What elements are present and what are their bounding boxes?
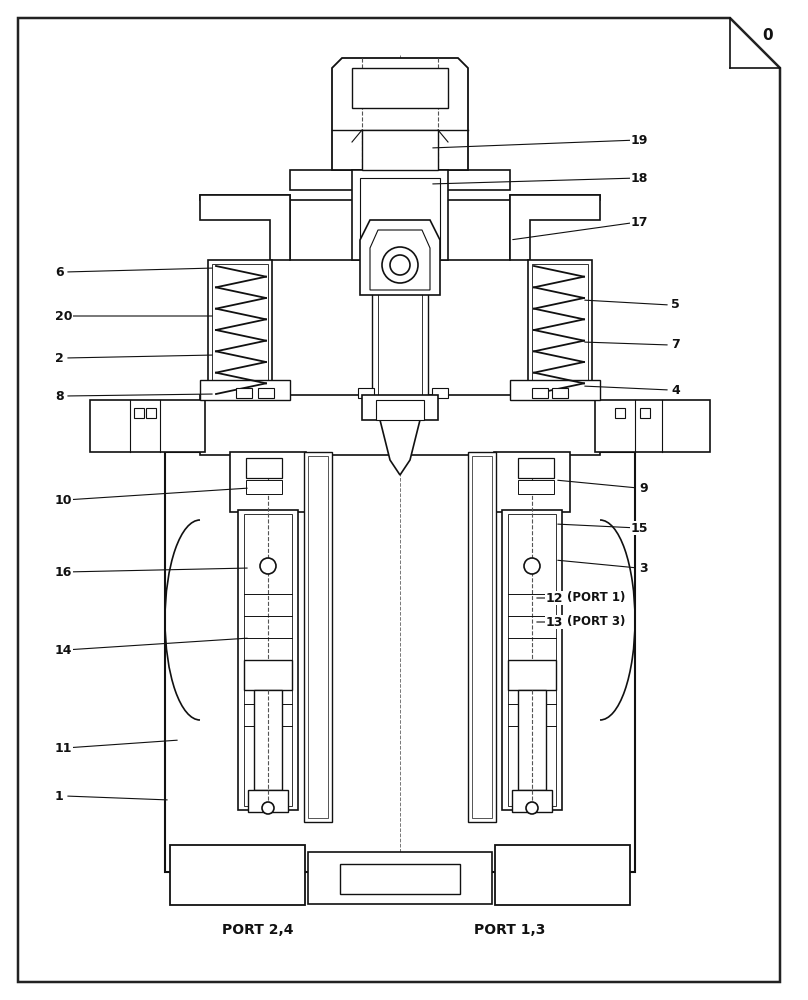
Bar xyxy=(244,514,292,806)
Bar xyxy=(508,514,556,806)
Bar xyxy=(290,170,510,190)
Circle shape xyxy=(262,802,274,814)
Text: 20: 20 xyxy=(55,310,73,322)
Bar xyxy=(230,452,306,512)
Bar xyxy=(238,510,298,810)
Text: 17: 17 xyxy=(630,216,648,229)
Bar xyxy=(378,265,422,395)
Bar xyxy=(510,380,600,400)
Bar xyxy=(528,260,592,400)
Bar xyxy=(532,388,548,398)
Bar xyxy=(362,130,438,170)
Bar xyxy=(254,690,282,790)
Bar xyxy=(508,660,556,690)
Text: 7: 7 xyxy=(671,338,680,352)
Text: 9: 9 xyxy=(639,482,648,494)
Bar xyxy=(518,480,554,494)
Text: PORT 2,4: PORT 2,4 xyxy=(222,923,294,937)
Circle shape xyxy=(526,802,538,814)
Polygon shape xyxy=(360,220,440,295)
Polygon shape xyxy=(370,230,430,290)
Polygon shape xyxy=(362,395,438,475)
Polygon shape xyxy=(510,195,600,260)
Circle shape xyxy=(260,558,276,574)
Bar xyxy=(495,845,630,905)
Text: 8: 8 xyxy=(55,389,64,402)
Bar xyxy=(165,452,635,872)
Bar xyxy=(244,660,292,690)
Bar xyxy=(376,400,424,420)
Bar xyxy=(304,452,332,822)
Bar xyxy=(468,452,496,822)
Text: 15: 15 xyxy=(630,522,648,534)
Bar xyxy=(200,395,600,455)
Text: 10: 10 xyxy=(55,493,73,506)
Polygon shape xyxy=(332,58,468,170)
Text: 13: 13 xyxy=(545,615,563,629)
Bar xyxy=(236,388,252,398)
Bar xyxy=(352,170,448,260)
Bar xyxy=(532,264,588,396)
Bar xyxy=(512,790,552,812)
Bar xyxy=(502,510,562,810)
Bar xyxy=(258,388,274,398)
Bar xyxy=(308,456,328,818)
Bar xyxy=(472,456,492,818)
Bar xyxy=(552,388,568,398)
Bar xyxy=(212,264,268,396)
Text: 2: 2 xyxy=(55,352,64,364)
Text: 19: 19 xyxy=(630,133,648,146)
Bar xyxy=(360,178,440,258)
Text: 16: 16 xyxy=(55,566,73,578)
Polygon shape xyxy=(18,18,780,982)
Circle shape xyxy=(524,558,540,574)
Bar xyxy=(494,452,570,512)
Bar xyxy=(432,388,448,398)
Bar xyxy=(208,260,272,400)
Bar xyxy=(134,408,144,418)
Bar xyxy=(518,458,554,478)
Bar xyxy=(248,790,288,812)
Bar xyxy=(352,68,448,108)
Text: 5: 5 xyxy=(671,298,680,312)
Bar xyxy=(595,400,710,452)
Text: 6: 6 xyxy=(55,265,64,278)
Text: 11: 11 xyxy=(55,742,73,754)
Bar xyxy=(372,260,428,400)
Text: (PORT 1): (PORT 1) xyxy=(567,591,625,604)
Text: 18: 18 xyxy=(630,172,648,184)
Bar xyxy=(518,690,546,790)
Text: (PORT 3): (PORT 3) xyxy=(567,615,625,629)
Circle shape xyxy=(382,247,418,283)
Text: 12: 12 xyxy=(545,591,563,604)
Bar xyxy=(340,864,460,894)
Bar xyxy=(246,480,282,494)
Bar xyxy=(146,408,156,418)
Text: PORT 1,3: PORT 1,3 xyxy=(474,923,545,937)
Bar xyxy=(640,408,650,418)
Text: 4: 4 xyxy=(671,383,680,396)
Bar xyxy=(358,388,374,398)
Text: 3: 3 xyxy=(639,562,648,574)
Polygon shape xyxy=(200,195,395,260)
Bar xyxy=(308,852,492,904)
Text: 14: 14 xyxy=(55,644,73,656)
Bar xyxy=(246,458,282,478)
Bar xyxy=(170,845,305,905)
Polygon shape xyxy=(405,195,600,260)
Text: 1: 1 xyxy=(55,790,64,802)
Bar xyxy=(615,408,625,418)
Polygon shape xyxy=(200,195,290,260)
Bar xyxy=(200,380,290,400)
Bar xyxy=(90,400,205,452)
Text: 0: 0 xyxy=(763,28,773,43)
